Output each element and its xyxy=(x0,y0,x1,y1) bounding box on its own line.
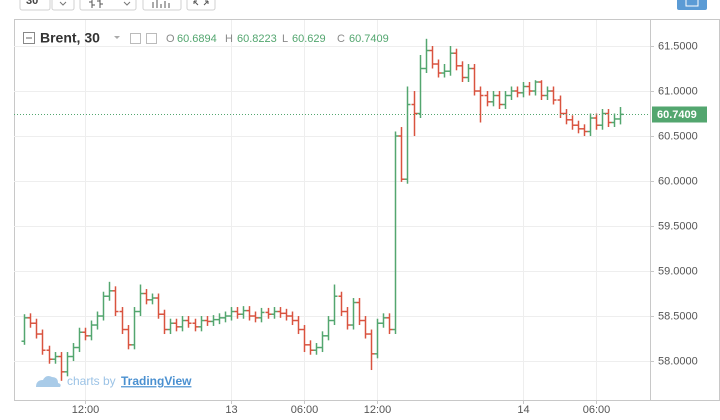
interval-label: 30 xyxy=(26,0,38,7)
title-menu-arrow[interactable] xyxy=(114,36,120,39)
action-button[interactable] xyxy=(677,0,707,10)
y-tick-label: 61.5000 xyxy=(658,40,698,52)
x-tick-label: 14 xyxy=(517,404,529,416)
close-label: C xyxy=(337,33,345,45)
y-tick-label: 58.0000 xyxy=(658,355,698,367)
action-icon xyxy=(685,0,699,7)
close-value: 60.7409 xyxy=(349,33,389,45)
high-label: H xyxy=(225,33,233,45)
y-tick-label: 61.0000 xyxy=(658,85,698,97)
chart-type-button[interactable] xyxy=(79,0,137,11)
menu-arrow xyxy=(123,1,131,6)
axes: 58.0000 58.5000 59.0000 59.5000 60.0000 60.50… xyxy=(72,40,707,416)
y-tick-label: 58.5000 xyxy=(658,310,698,322)
y-tick-label: 59.5000 xyxy=(658,220,698,232)
x-tick-label: 12:00 xyxy=(72,404,100,416)
menu-arrow xyxy=(59,1,67,6)
y-tick-label: 59.0000 xyxy=(658,265,698,277)
indicators-button[interactable] xyxy=(142,0,182,11)
interval-button[interactable] xyxy=(19,0,51,11)
fullscreen-button[interactable] xyxy=(186,0,216,11)
open-value: 60.6894 xyxy=(177,33,217,45)
y-tick-label: 60.5000 xyxy=(658,130,698,142)
last-price-badge xyxy=(652,106,707,123)
x-tick-label: 12:00 xyxy=(364,404,392,416)
fullscreen-icon xyxy=(193,0,209,6)
settings-icon[interactable] xyxy=(130,33,141,44)
legend: Brent, 30 O 60.6894 H 60.8223 L 60.629 C… xyxy=(23,30,389,46)
chart-title: Brent, 30 xyxy=(40,30,100,46)
high-value: 60.8223 xyxy=(237,33,277,45)
last-price-label: 60.7409 xyxy=(657,109,697,121)
x-tick-label: 06:00 xyxy=(291,404,319,416)
toolbar: 30 xyxy=(19,0,707,11)
bars xyxy=(14,38,650,381)
bars-icon xyxy=(89,0,103,8)
watermark-prefix: charts by xyxy=(67,374,116,388)
watermark: charts by TradingView xyxy=(36,374,192,388)
watermark-brand[interactable]: TradingView xyxy=(121,374,192,388)
open-label: O xyxy=(166,33,175,45)
x-tick-label: 13 xyxy=(225,404,237,416)
indicators-icon xyxy=(152,0,170,8)
hide-icon[interactable] xyxy=(146,33,157,44)
chart-frame xyxy=(14,19,720,401)
y-tick-label: 60.0000 xyxy=(658,175,698,187)
low-label: L xyxy=(282,33,288,45)
x-tick-label: 06:00 xyxy=(583,404,611,416)
watermark-logo xyxy=(36,376,61,387)
low-value: 60.629 xyxy=(292,33,326,45)
